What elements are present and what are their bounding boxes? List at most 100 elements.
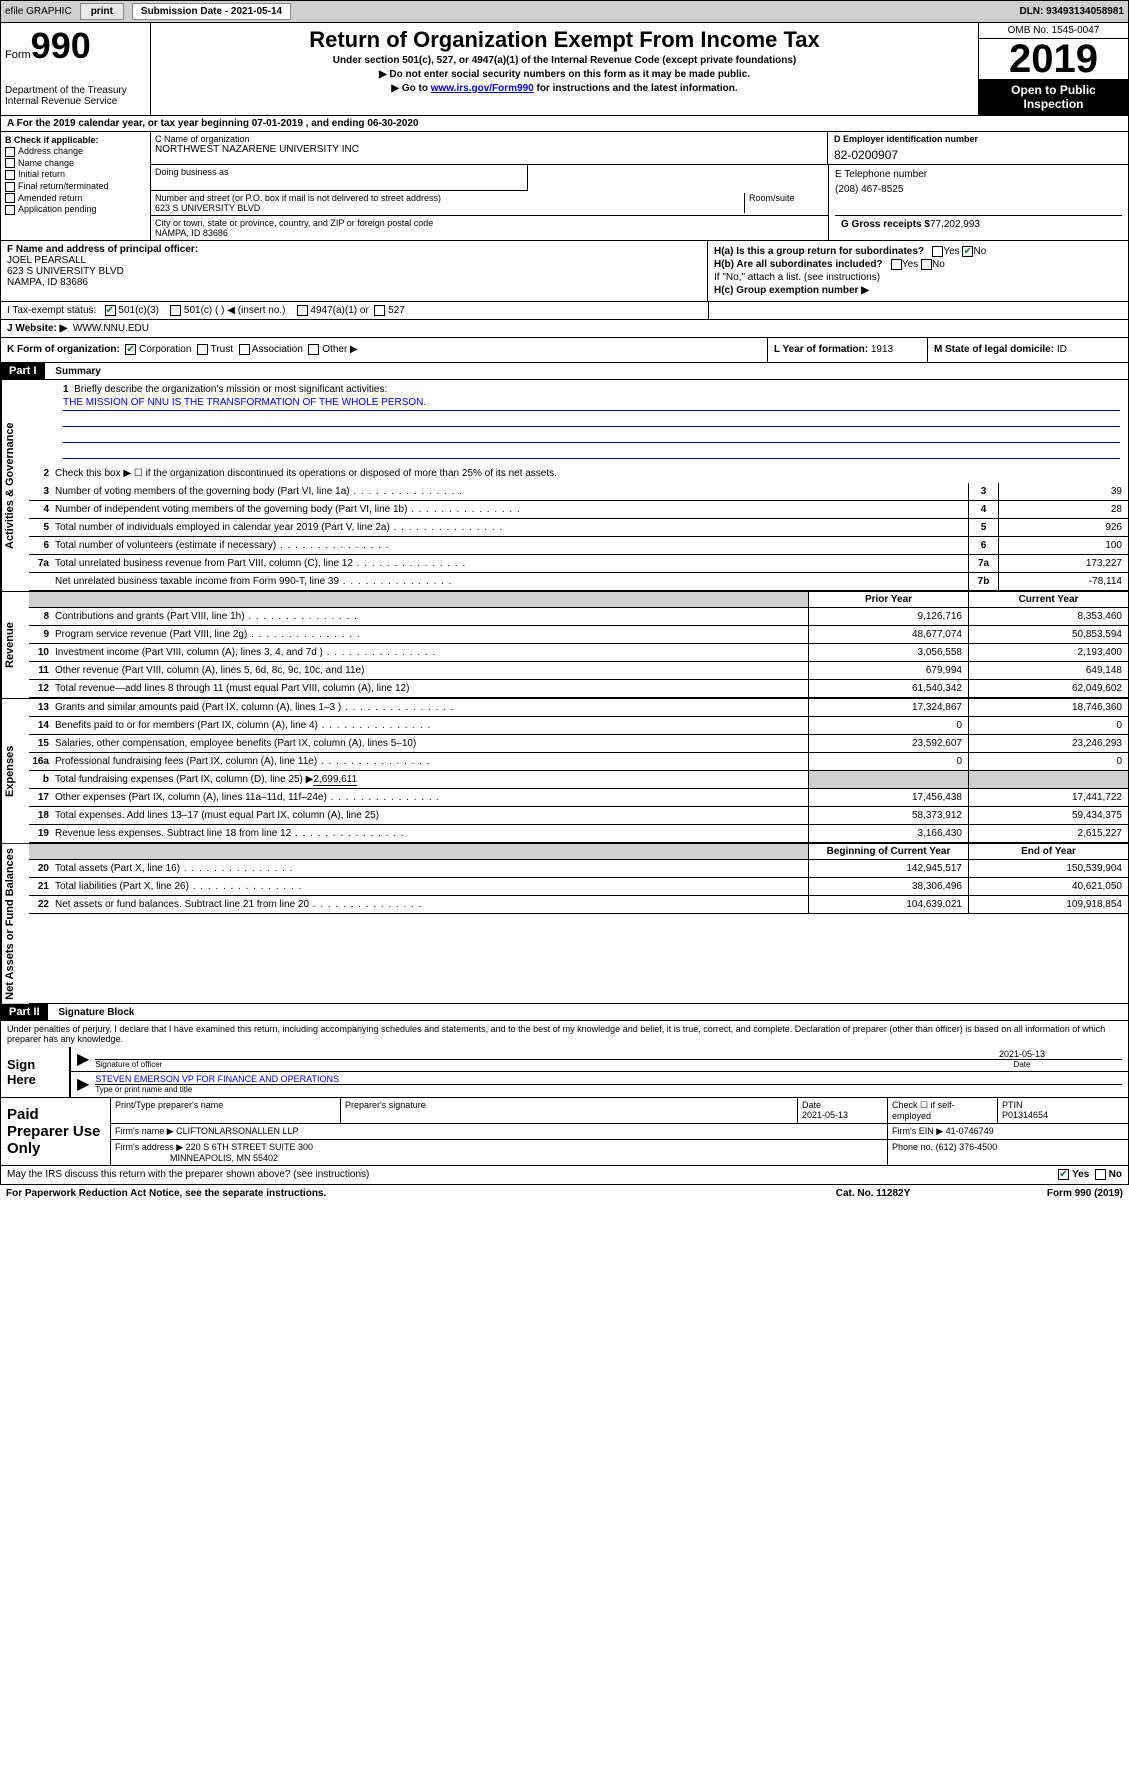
- prep-h5: PTIN: [1002, 1100, 1023, 1110]
- officer-info: F Name and address of principal officer:…: [1, 241, 708, 301]
- ha-no[interactable]: [962, 246, 973, 257]
- side-netassets: Net Assets or Fund Balances: [1, 844, 29, 1004]
- l8: Contributions and grants (Part VIII, lin…: [55, 611, 245, 622]
- c20: 150,539,904: [968, 860, 1128, 877]
- org-form-row: K Form of organization: Corporation Trus…: [0, 338, 1129, 362]
- officer-addr1: 623 S UNIVERSITY BLVD: [7, 266, 124, 277]
- l12: Total revenue—add lines 8 through 11 (mu…: [55, 683, 409, 694]
- c11: 649,148: [968, 662, 1128, 679]
- ein-value: 82-0200907: [834, 148, 1122, 162]
- prep-date: 2021-05-13: [802, 1110, 848, 1120]
- prep-ptin: P01314654: [1002, 1110, 1048, 1120]
- chk-assoc[interactable]: [239, 344, 250, 355]
- bottom-line: For Paperwork Reduction Act Notice, see …: [0, 1185, 1129, 1202]
- discuss-no[interactable]: [1095, 1169, 1106, 1180]
- group-return: H(a) Is this a group return for subordin…: [708, 241, 1128, 301]
- firm-name: CLIFTONLARSONALLEN LLP: [176, 1126, 298, 1136]
- l17: Other expenses (Part IX, column (A), lin…: [55, 792, 327, 803]
- city-value: NAMPA, ID 83686: [155, 228, 824, 238]
- c13: 18,746,360: [968, 699, 1128, 716]
- l9: Program service revenue (Part VIII, line…: [55, 629, 247, 640]
- prep-h1: Print/Type preparer's name: [111, 1098, 341, 1123]
- c22: 109,918,854: [968, 896, 1128, 913]
- chk-other[interactable]: [308, 344, 319, 355]
- note2-pre: ▶ Go to: [391, 83, 430, 94]
- mission-area: 1 Briefly describe the organization's mi…: [29, 380, 1128, 465]
- part1-title: Summary: [47, 364, 109, 379]
- l2: Check this box ▶ ☐ if the organization d…: [55, 466, 1128, 481]
- c9: 50,853,594: [968, 626, 1128, 643]
- p19: 3,166,430: [808, 825, 968, 842]
- tax-status-row: I Tax-exempt status: 501(c)(3) 501(c) ( …: [0, 302, 1129, 320]
- form-label: Form: [5, 49, 31, 61]
- sig-officer-label: Signature of officer: [95, 1059, 922, 1069]
- part2-title: Signature Block: [50, 1005, 142, 1020]
- chk-4947[interactable]: [297, 305, 308, 316]
- chk-527[interactable]: [374, 305, 385, 316]
- officer-name: JOEL PEARSALL: [7, 255, 86, 266]
- website-row: J Website: ▶ WWW.NNU.EDU: [0, 320, 1129, 338]
- l22: Net assets or fund balances. Subtract li…: [55, 899, 309, 910]
- note2-post: for instructions and the latest informat…: [534, 83, 738, 94]
- firm-ein: 41-0746749: [946, 1126, 994, 1136]
- p14: 0: [808, 717, 968, 734]
- c19: 2,615,227: [968, 825, 1128, 842]
- firm-addr2: MINNEAPOLIS, MN 55402: [170, 1153, 278, 1163]
- c12: 62,049,602: [968, 680, 1128, 697]
- org-name-cell: C Name of organization NORTHWEST NAZAREN…: [151, 132, 828, 164]
- note-1: ▶ Do not enter social security numbers o…: [155, 69, 974, 80]
- ha-yes[interactable]: [932, 246, 943, 257]
- chk-501c3[interactable]: [105, 305, 116, 316]
- hb-no[interactable]: [921, 259, 932, 270]
- firm-phone-label: Phone no.: [892, 1142, 933, 1152]
- chk-initial-return[interactable]: Initial return: [5, 169, 146, 180]
- p10: 3,056,558: [808, 644, 968, 661]
- sig-name-label: Type or print name and title: [95, 1084, 1122, 1094]
- part2-header: Part II Signature Block: [0, 1004, 1129, 1021]
- l18: Total expenses. Add lines 13–17 (must eq…: [55, 810, 379, 821]
- cat-no: Cat. No. 11282Y: [773, 1188, 973, 1199]
- ein-cell: D Employer identification number 82-0200…: [828, 132, 1128, 164]
- phone-label: E Telephone number: [835, 169, 1122, 180]
- top-toolbar: efile GRAPHIC print Submission Date - 20…: [0, 0, 1129, 23]
- chk-final-return[interactable]: Final return/terminated: [5, 181, 146, 192]
- dln-label: DLN: 93493134058981: [1019, 6, 1124, 17]
- sig-date: 2021-05-13: [922, 1049, 1122, 1059]
- j-label: J Website: ▶: [7, 323, 67, 334]
- l15: Salaries, other compensation, employee b…: [55, 738, 416, 749]
- open-public-badge: Open to Public Inspection: [979, 79, 1128, 115]
- c18: 59,434,375: [968, 807, 1128, 824]
- l6: Total number of volunteers (estimate if …: [55, 540, 276, 551]
- v4: 28: [998, 501, 1128, 518]
- row-a-tax-year: A For the 2019 calendar year, or tax yea…: [0, 116, 1129, 132]
- chk-501c[interactable]: [170, 305, 181, 316]
- officer-label: F Name and address of principal officer:: [7, 244, 198, 255]
- part1-header: Part I Summary: [0, 363, 1129, 380]
- side-activities: Activities & Governance: [1, 380, 29, 591]
- sign-here-label: Sign Here: [1, 1047, 71, 1097]
- prep-h4: Check ☐ if self-employed: [888, 1098, 998, 1123]
- note-2: ▶ Go to www.irs.gov/Form990 for instruct…: [155, 83, 974, 94]
- c15: 23,246,293: [968, 735, 1128, 752]
- hdr-beg: Beginning of Current Year: [808, 844, 968, 859]
- sig-arrow-icon-2: ▶: [77, 1074, 89, 1094]
- chk-name-change[interactable]: Name change: [5, 158, 146, 169]
- form-subtitle: Under section 501(c), 527, or 4947(a)(1)…: [155, 55, 974, 66]
- p11: 679,994: [808, 662, 968, 679]
- firm-addr-label: Firm's address ▶: [115, 1142, 183, 1152]
- l10: Investment income (Part VIII, column (A)…: [55, 647, 323, 658]
- hb-yes[interactable]: [891, 259, 902, 270]
- check-applicable: B Check if applicable: Address change Na…: [1, 132, 151, 240]
- chk-pending[interactable]: Application pending: [5, 204, 146, 215]
- l14: Benefits paid to or for members (Part IX…: [55, 720, 318, 731]
- discuss-yes[interactable]: [1058, 1169, 1069, 1180]
- form990-link[interactable]: www.irs.gov/Form990: [431, 83, 534, 94]
- p20: 142,945,517: [808, 860, 968, 877]
- l19: Revenue less expenses. Subtract line 18 …: [55, 828, 291, 839]
- chk-amended[interactable]: Amended return: [5, 193, 146, 204]
- part1-badge: Part I: [1, 363, 45, 379]
- chk-corp[interactable]: [125, 344, 136, 355]
- print-button[interactable]: print: [80, 3, 124, 20]
- chk-trust[interactable]: [197, 344, 208, 355]
- chk-address-change[interactable]: Address change: [5, 146, 146, 157]
